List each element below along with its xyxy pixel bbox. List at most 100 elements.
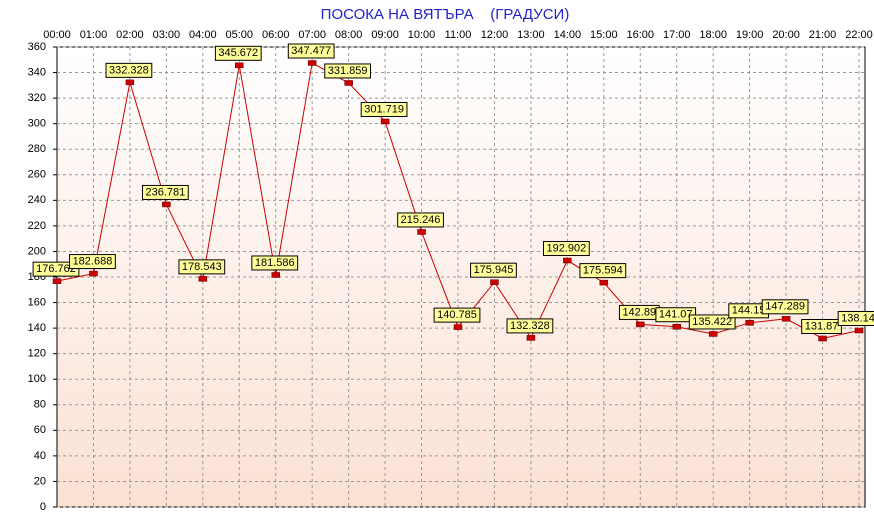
y-tick-label: 260: [28, 169, 46, 181]
value-label: 141.07: [655, 307, 697, 323]
value-label: 178.543: [178, 259, 226, 275]
y-tick-label: 60: [34, 424, 46, 436]
y-tick-label: 80: [34, 399, 46, 411]
value-label-text: 140.785: [437, 309, 477, 321]
value-label: 140.785: [433, 307, 481, 323]
y-tick-label: 300: [28, 118, 46, 130]
value-label: 345.672: [214, 45, 262, 61]
value-label-text: 182.688: [73, 255, 113, 267]
y-tick-label: 140: [28, 322, 46, 334]
chart-title: ПОСОКА НА ВЯТЪРА (ГРАДУСИ): [321, 6, 570, 23]
value-label-box: [141, 184, 189, 200]
y-tick-label: 320: [28, 92, 46, 104]
y-tick-label: 340: [28, 66, 46, 78]
y-tick-label: 100: [28, 373, 46, 385]
x-tick-label: 17:00: [663, 29, 691, 41]
data-point: [745, 320, 754, 326]
value-label-box: [214, 45, 262, 61]
data-point: [854, 327, 864, 334]
value-label: 175.945: [470, 262, 517, 278]
x-tick-label: 15:00: [590, 29, 618, 41]
value-label-box: [542, 241, 590, 257]
data-point: [380, 118, 390, 125]
value-label-box: [397, 212, 444, 228]
value-label-text: 138.14: [841, 312, 874, 324]
data-point: [417, 229, 426, 235]
value-label-text: 181.586: [255, 257, 295, 269]
data-point: [89, 270, 98, 277]
x-tick-label: 18:00: [699, 29, 727, 41]
y-tick-label: 20: [34, 475, 46, 487]
x-tick-label: 00:00: [43, 29, 71, 41]
value-label: 236.781: [141, 184, 189, 200]
y-tick-label: 220: [28, 220, 46, 232]
value-label-text: 332.328: [109, 64, 149, 76]
value-label: 301.719: [360, 101, 408, 117]
value-label-box: [324, 63, 372, 79]
x-tick-label: 22:00: [845, 29, 873, 41]
y-tick-label: 240: [28, 194, 46, 206]
data-point: [52, 278, 62, 284]
y-tick-label: 160: [28, 296, 46, 308]
value-label-text: 142.89: [622, 306, 656, 318]
value-label: 332.328: [105, 62, 153, 78]
x-tick-label: 16:00: [627, 29, 655, 41]
value-label: 176.762: [32, 261, 80, 277]
value-label: 138.14: [837, 310, 874, 326]
data-point: [526, 335, 536, 341]
data-point: [162, 201, 171, 208]
x-tick-label: 07:00: [298, 29, 326, 41]
x-tick-label: 14:00: [554, 29, 582, 41]
x-tick-label: 20:00: [772, 29, 800, 41]
value-label-box: [433, 307, 481, 323]
data-point: [125, 79, 135, 86]
data-point: [198, 276, 208, 282]
y-tick-label: 40: [34, 450, 46, 462]
value-label: 147.289: [761, 299, 809, 315]
value-label: 132.328: [506, 318, 554, 334]
value-label: 135.422: [688, 314, 736, 330]
data-point: [599, 279, 609, 286]
x-tick-label: 12:00: [481, 29, 509, 41]
value-label-text: 347.477: [291, 45, 331, 57]
y-tick-label: 360: [28, 41, 46, 53]
x-tick-label: 13:00: [517, 29, 545, 41]
value-label: 175.594: [579, 263, 627, 279]
x-tick-label: 03:00: [153, 29, 181, 41]
value-label: 131.87: [801, 318, 842, 334]
data-point: [453, 324, 463, 330]
value-label: 181.586: [251, 255, 299, 271]
data-point: [344, 80, 353, 86]
value-label-text: 144.15: [732, 305, 766, 317]
x-tick-label: 10:00: [408, 29, 436, 41]
value-label-box: [837, 310, 874, 326]
value-label-text: 141.07: [659, 309, 693, 321]
value-label-box: [688, 314, 736, 330]
data-point: [672, 323, 681, 330]
value-label-text: 215.246: [401, 214, 441, 226]
data-point: [708, 331, 718, 337]
value-label-box: [105, 62, 153, 78]
x-tick-label: 09:00: [371, 29, 399, 41]
value-label-text: 331.859: [328, 65, 368, 77]
value-label-text: 178.543: [182, 261, 222, 273]
value-label-box: [360, 101, 408, 117]
data-point: [235, 62, 244, 69]
x-tick-label: 05:00: [226, 29, 254, 41]
data-point: [271, 272, 280, 278]
value-label-box: [579, 263, 627, 279]
value-label: 192.902: [542, 241, 590, 257]
data-point: [563, 257, 572, 264]
value-label-text: 175.945: [474, 264, 514, 276]
value-label-box: [32, 261, 80, 277]
value-label: 347.477: [287, 43, 335, 59]
y-tick-label: 0: [40, 501, 46, 513]
value-label: 142.89: [618, 304, 660, 320]
value-label-text: 192.902: [546, 242, 586, 254]
value-label-text: 131.87: [805, 320, 839, 332]
value-label-box: [761, 299, 809, 315]
x-tick-label: 04:00: [189, 29, 217, 41]
value-label-text: 147.289: [765, 301, 805, 313]
x-tick-label: 06:00: [262, 29, 290, 41]
data-point: [781, 316, 791, 322]
